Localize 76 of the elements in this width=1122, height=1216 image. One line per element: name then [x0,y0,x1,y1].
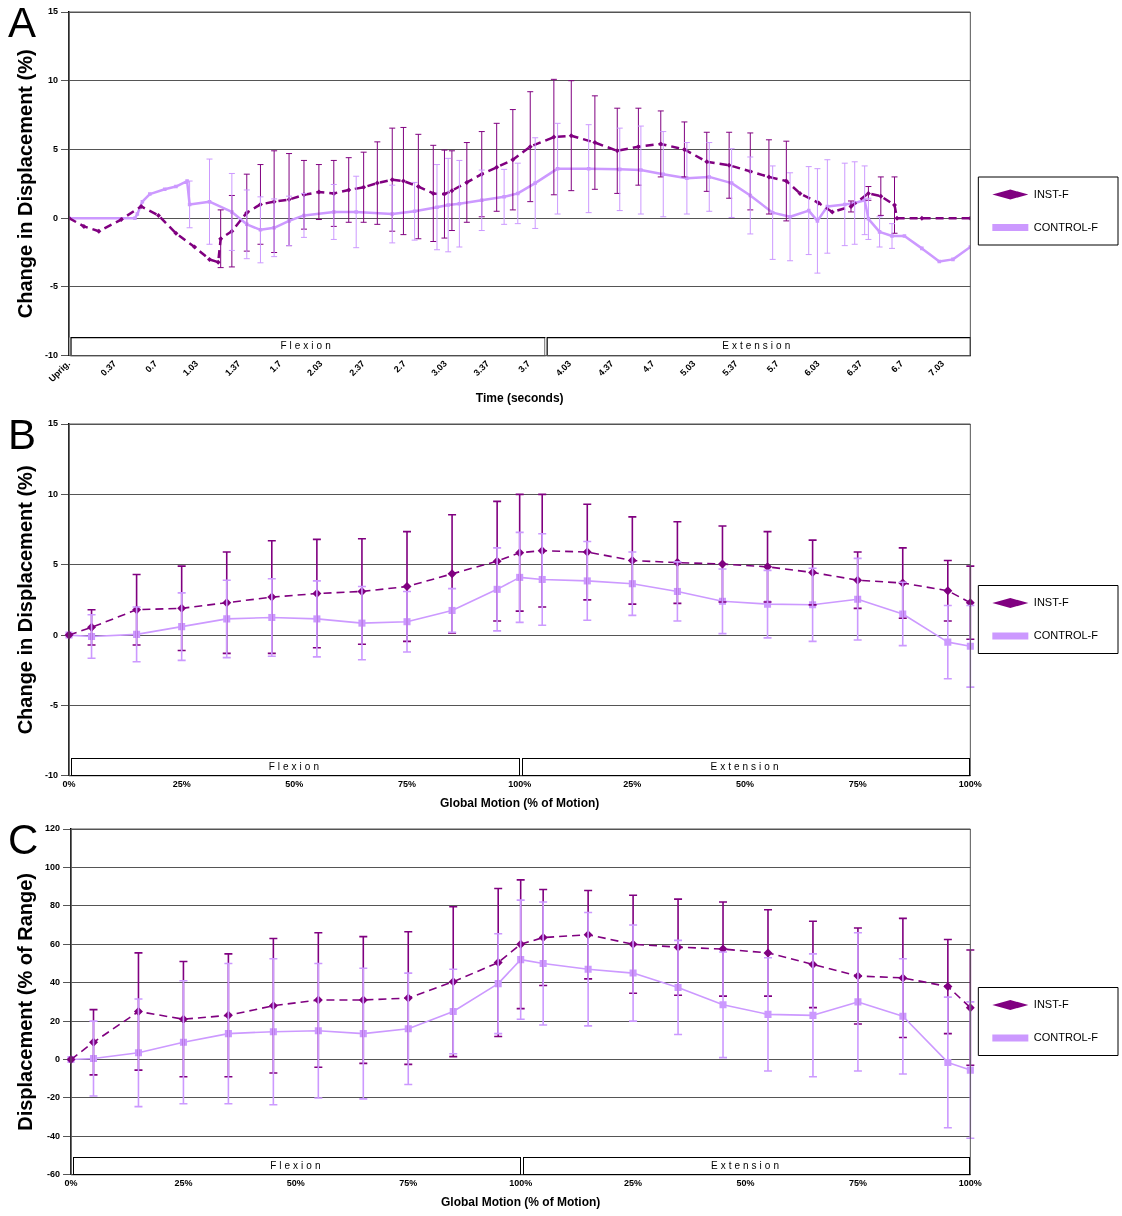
y-tick-label: 0 [52,212,59,223]
x-tick-label: 75% [399,1177,418,1188]
y-tick-label: 120 [44,823,61,834]
annotation: Extension [711,1159,782,1171]
x-tick-label: 0% [62,778,76,789]
text: A [8,0,37,46]
y-tick-label: 100 [44,861,61,872]
y-tick-label: -60 [47,1169,61,1180]
y-tick-label: 40 [50,977,61,988]
x-tick-label: 4.37 [596,358,616,378]
x-tick-label: 2.7 [391,358,408,375]
x-tick-label: 25% [624,1177,643,1188]
legend-label: CONTROL-F [1033,220,1099,233]
y-tick-label: -40 [47,1130,61,1141]
x-tick-label: 100% [508,778,532,789]
band-label: Extension [722,340,794,352]
x-tick-label: 50% [285,778,304,789]
annotation: Extension [710,760,782,772]
y-tick-label: 15 [47,6,59,17]
y-axis-title: Change in Displacement (%) [13,465,36,735]
band-label: Flexion [280,340,334,352]
x-tick-label: 5.7 [764,358,781,375]
y-tick-label: 60 [50,938,61,949]
y-tick-label: 80 [50,900,61,911]
x-tick-label: 1.03 [180,358,201,378]
legend-label: CONTROL-F [1033,629,1099,642]
x-tick-label: 100% [958,778,982,789]
y-tick-label: 10 [47,488,59,499]
x-tick-label: 4.03 [553,358,574,378]
text: B [8,410,37,458]
y-tick-label: 15 [47,418,59,429]
y-tick-label: 0 [52,629,59,640]
legend-label: INST-F [1033,187,1069,200]
x-tick-label: 50% [286,1177,305,1188]
x-tick-label: 75% [848,1177,867,1188]
y-tick-label: -10 [44,350,59,361]
phase-box: Extension [521,757,971,776]
x-tick-label: 0.7 [143,358,160,375]
x-axis-title: Global Motion (% of Motion) [441,1195,601,1210]
y-tick-label: -5 [49,699,59,710]
x-tick-label: 0% [64,1177,78,1188]
phase-box: Flexion [71,757,520,776]
annotation: Flexion [270,1159,324,1171]
x-tick-label: 1.7 [267,358,284,375]
text: C [8,815,39,863]
x-axis-title: Time (seconds) [475,391,564,406]
x-tick-label: 25% [172,778,191,789]
legend-label: INST-F [1033,998,1069,1011]
x-tick-label: 75% [398,778,417,789]
legend-label: INST-F [1033,596,1069,609]
x-tick-label: 75% [848,778,867,789]
x-tick-label: 4.7 [640,358,657,375]
x-tick-label: 50% [736,1177,755,1188]
y-axis-title: Change in Displacement (%) [13,49,36,319]
x-tick-label: 25% [623,778,642,789]
x-tick-label: 100% [958,1177,982,1188]
y-tick-label: -20 [47,1092,61,1103]
annotation: Flexion [268,760,322,772]
x-tick-label: 3.7 [516,358,533,375]
x-tick-label: 25% [174,1177,193,1188]
y-tick-label: 5 [52,559,59,570]
y-tick-label: -5 [49,281,59,292]
y-tick-label: 20 [50,1015,61,1026]
x-tick-label: 50% [736,778,755,789]
y-tick-label: -10 [44,770,59,781]
phase-box: Extension [522,1156,971,1175]
x-tick-label: 100% [509,1177,533,1188]
y-axis-title: Displacement (% of Range) [13,872,36,1131]
x-tick-label: 6.7 [889,358,906,375]
phase-box: Flexion [73,1156,521,1175]
legend-label: CONTROL-F [1033,1031,1099,1044]
x-tick-label: 7.03 [926,358,947,378]
y-tick-label: 10 [47,75,59,86]
y-tick-label: 0 [55,1054,61,1065]
x-axis-title: Global Motion (% of Motion) [440,796,600,811]
y-tick-label: 5 [52,143,59,154]
